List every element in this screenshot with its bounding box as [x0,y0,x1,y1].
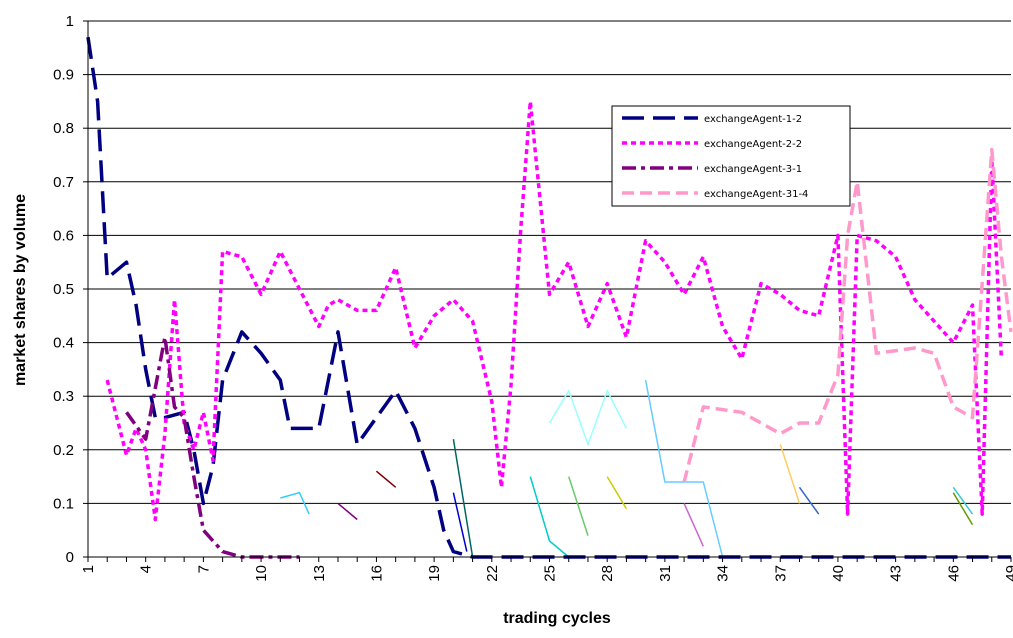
series-line-4 [682,147,1013,483]
legend-label: exchangeAgent-3-1 [704,164,802,175]
x-tick-label: 40 [830,565,847,582]
x-tick-label: 25 [542,565,559,582]
minor-series-line [280,491,310,515]
y-tick-label: 0 [66,549,74,566]
x-tick-label: 46 [945,565,962,582]
legend-label: exchangeAgent-2-2 [704,139,802,150]
minor-series-layer [280,379,974,558]
y-tick-label: 0.3 [53,388,74,405]
x-tick-label: 37 [772,565,789,582]
y-tick-label: 0.2 [53,442,74,459]
x-tick-label: 7 [195,565,212,573]
x-tick-label: 31 [657,565,674,582]
y-tick-label: 0.7 [53,174,74,191]
y-axis-title: market shares by volume [12,194,29,386]
axis-layer: 0 0.1 0.2 0.3 0.4 0.5 0.6 0.7 0.8 0.9 1 1 4 7 10 13 16 19… [53,13,1013,582]
minor-series-line [452,492,468,552]
minor-series-line [375,470,397,488]
x-tick-label: 19 [426,565,443,582]
minor-series-line [606,476,628,510]
y-tick-label: 0.6 [53,227,74,244]
x-tick-label: 34 [715,565,732,582]
legend: exchangeAgent-1-2 exchangeAgent-2-2 exchan… [611,105,851,207]
minor-series-line [952,492,974,526]
y-tick-label: 0.4 [53,335,74,352]
x-tick-label: 13 [311,565,328,582]
x-tick-label: 10 [253,565,270,582]
x-tick-label: 4 [138,565,155,573]
y-tick-label: 0.1 [53,495,74,512]
x-axis-title: trading cycles [503,610,611,627]
grid-layer [88,20,1011,504]
x-tick-label: 22 [484,565,501,582]
minor-series-line [337,502,358,521]
minor-series-line [529,476,570,558]
x-tick-label: 1 [80,565,97,573]
minor-series-line [567,476,589,536]
y-tick-label: 0.5 [53,281,74,298]
x-tick-label: 49 [1003,565,1013,582]
series-line-3 [125,335,300,559]
minor-series-line [952,486,974,515]
series-line-1 [86,36,1011,559]
minor-series-line [452,438,474,558]
series-line-2 [105,99,1004,522]
minor-series-line [798,486,820,515]
x-tick-label: 43 [888,565,905,582]
legend-label: exchangeAgent-31-4 [704,189,808,200]
minor-series-line [779,444,801,504]
legend-label: exchangeAgent-1-2 [704,114,802,125]
minor-series-line [683,503,704,547]
x-tick-label: 16 [368,565,385,582]
x-tick-label: 28 [599,565,616,582]
series-layer [86,36,1013,559]
y-tick-label: 0.9 [53,67,74,84]
minor-series-line [548,388,628,447]
y-tick-label: 0.8 [53,120,74,137]
y-tick-label: 1 [66,13,74,30]
legend-box [611,105,851,207]
minor-series-line [644,379,724,558]
